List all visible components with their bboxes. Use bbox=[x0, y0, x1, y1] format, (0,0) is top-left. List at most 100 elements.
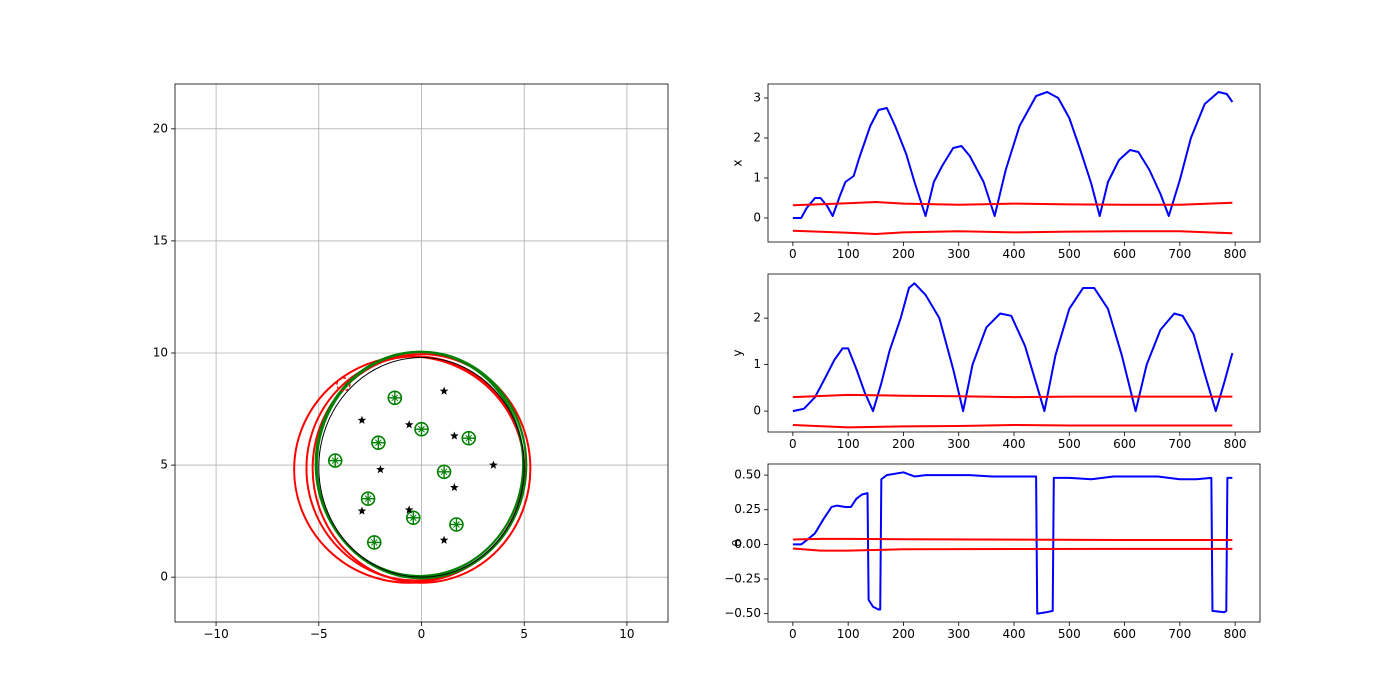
landmark-true-star bbox=[450, 431, 459, 440]
landmark-true-star bbox=[489, 460, 498, 469]
x-tick-label: 300 bbox=[947, 437, 970, 451]
x-plot: 0 100 200 300 400 500 600 700 800 0 1 2 3 x bbox=[731, 83, 1261, 261]
landmark-estimate bbox=[360, 491, 376, 507]
estimated-path bbox=[314, 350, 525, 578]
landmark-estimate-diag2 bbox=[418, 425, 425, 433]
y-tick-label: 1 bbox=[753, 357, 761, 371]
x-tick-label: 500 bbox=[1058, 247, 1081, 261]
x-tick-label: 0 bbox=[418, 627, 426, 641]
y-plot: 0 100 200 300 400 500 600 700 800 0 1 2 y bbox=[731, 273, 1261, 451]
x-tick-label: 800 bbox=[1224, 247, 1247, 261]
landmark-estimate-diag2 bbox=[440, 468, 448, 476]
x-tick-label: 700 bbox=[1168, 247, 1191, 261]
y-tick-label: 0 bbox=[753, 404, 761, 418]
landmark-true-star bbox=[404, 420, 414, 429]
x-tick-label: 10 bbox=[619, 627, 634, 641]
landmark-estimate bbox=[405, 510, 421, 526]
true-path bbox=[318, 356, 525, 578]
landmark-estimate-diag2 bbox=[465, 434, 473, 442]
y-tick-label: 1 bbox=[753, 171, 761, 185]
x-tick-label: 200 bbox=[892, 627, 915, 641]
x-tick-label: 0 bbox=[789, 247, 797, 261]
axes-frame bbox=[174, 83, 669, 623]
y-tick-label: 10 bbox=[153, 346, 168, 360]
x-tick-label: 600 bbox=[1113, 627, 1136, 641]
landmark-estimate-diag2 bbox=[453, 521, 460, 528]
x-tick-label: 200 bbox=[892, 437, 915, 451]
y-tick-label: 0.50 bbox=[734, 468, 761, 482]
landmark-estimate bbox=[366, 535, 382, 550]
landmark-true-star bbox=[404, 505, 414, 514]
landmark-estimate bbox=[327, 453, 343, 468]
x-tick-label: 300 bbox=[947, 627, 970, 641]
landmark-estimate bbox=[387, 390, 403, 406]
uncertainty-ellipse bbox=[311, 353, 532, 584]
bound-line bbox=[792, 547, 1233, 552]
y-tick-label: 20 bbox=[153, 121, 168, 135]
y-tick-label: 0 bbox=[753, 211, 761, 225]
x-tick-label: 400 bbox=[1003, 437, 1026, 451]
x-tick-label: 800 bbox=[1224, 437, 1247, 451]
y-tick-label: −0.25 bbox=[724, 572, 761, 586]
landmark-estimate bbox=[461, 430, 477, 446]
landmark-true-star bbox=[450, 483, 459, 492]
y-tick-label: 2 bbox=[753, 131, 761, 145]
estimate-line bbox=[792, 91, 1234, 219]
landmark-estimate-diag2 bbox=[409, 514, 417, 522]
estimate-line bbox=[792, 471, 1233, 615]
x-tick-label: −5 bbox=[310, 627, 328, 641]
bound-line bbox=[792, 537, 1233, 541]
landmark-estimate-diag2 bbox=[391, 394, 399, 402]
landmark-true-star bbox=[376, 465, 385, 474]
x-tick-label: 100 bbox=[837, 437, 860, 451]
map-plot-area bbox=[293, 350, 532, 584]
y-axis-label: x bbox=[731, 159, 745, 166]
x-tick-label: 400 bbox=[1003, 627, 1026, 641]
y-axis-label: y bbox=[731, 349, 745, 356]
x-tick-label: 0 bbox=[789, 627, 797, 641]
x-tick-label: 5 bbox=[520, 627, 528, 641]
x-tick-label: 400 bbox=[1003, 247, 1026, 261]
uncertain-landmark-marker bbox=[336, 377, 351, 392]
landmark-estimate bbox=[436, 464, 452, 480]
x-tick-label: 600 bbox=[1113, 247, 1136, 261]
axes-frame bbox=[767, 273, 1261, 433]
x-tick-label: 700 bbox=[1168, 437, 1191, 451]
y-tick-label: 2 bbox=[753, 311, 761, 325]
y-tick-label: 0.00 bbox=[734, 537, 761, 551]
landmark-true-star bbox=[357, 506, 367, 515]
landmark-estimate-diag2 bbox=[331, 457, 339, 464]
x-tick-label: 0 bbox=[789, 437, 797, 451]
y-tick-label: 0.25 bbox=[734, 502, 761, 516]
landmark-true-star bbox=[357, 415, 367, 424]
x-tick-label: 200 bbox=[892, 247, 915, 261]
landmark-estimate bbox=[449, 517, 464, 532]
estimate-line bbox=[792, 282, 1234, 413]
x-tick-label: 300 bbox=[947, 247, 970, 261]
x-tick-label: 500 bbox=[1058, 627, 1081, 641]
x-tick-label: 100 bbox=[837, 627, 860, 641]
bound-line bbox=[792, 229, 1233, 235]
x-tick-label: 100 bbox=[837, 247, 860, 261]
x-tick-label: 600 bbox=[1113, 437, 1136, 451]
x-tick-label: −10 bbox=[203, 627, 228, 641]
bound-line bbox=[792, 201, 1233, 207]
landmark-true-star bbox=[439, 535, 449, 544]
y-tick-label: −0.50 bbox=[724, 606, 761, 620]
landmark-estimate bbox=[371, 435, 386, 450]
x-tick-label: 500 bbox=[1058, 437, 1081, 451]
y-tick-label: 3 bbox=[753, 91, 761, 105]
axes-frame bbox=[767, 83, 1261, 243]
x-tick-label: 700 bbox=[1168, 627, 1191, 641]
x-tick-label: 800 bbox=[1224, 627, 1247, 641]
y-axis-label: θ bbox=[731, 539, 745, 546]
y-tick-label: 15 bbox=[153, 233, 168, 247]
y-tick-label: 0 bbox=[160, 570, 168, 584]
map-plot: −10 −5 0 5 10 0 5 10 15 20 bbox=[153, 83, 669, 641]
axes-frame bbox=[767, 463, 1261, 623]
landmark-estimate-diag2 bbox=[364, 495, 372, 503]
landmark-estimate-diag2 bbox=[375, 439, 382, 447]
y-tick-label: 5 bbox=[160, 458, 168, 472]
theta-plot: 0 100 200 300 400 500 600 700 800 −0.50 −0.25 0.00 0… bbox=[724, 463, 1261, 641]
